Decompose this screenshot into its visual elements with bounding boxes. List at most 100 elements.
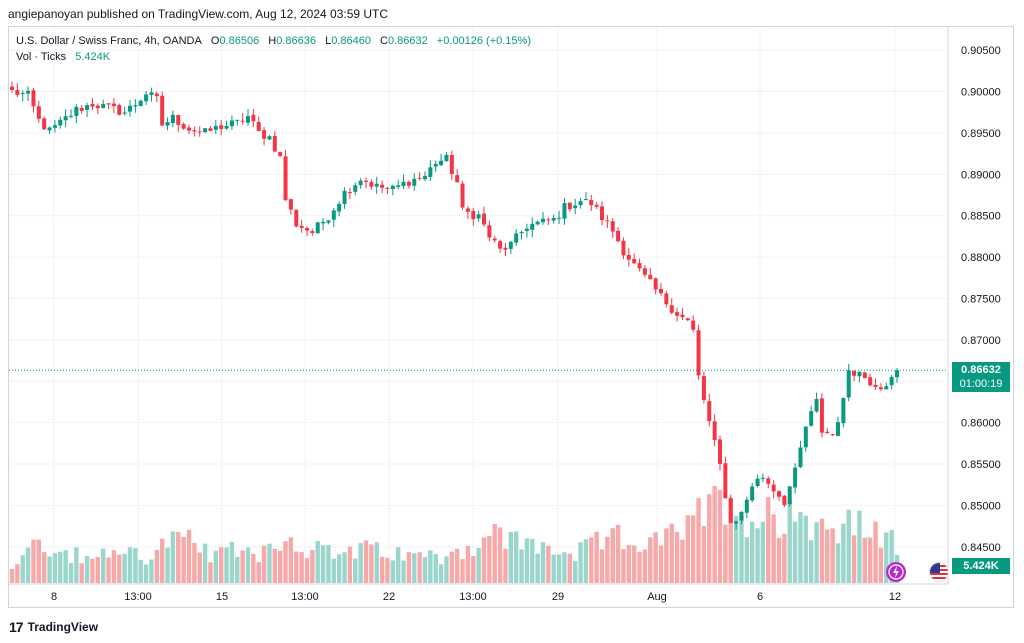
volume-bar — [52, 553, 58, 583]
volume-bar — [197, 552, 202, 583]
volume-bar — [723, 524, 728, 583]
volume-bar — [664, 528, 669, 583]
volume-bar — [406, 552, 412, 583]
last-price-value: 0.86632 — [961, 364, 1001, 377]
candle-body — [444, 154, 449, 162]
volume-bar — [873, 521, 878, 583]
volume-bar — [835, 543, 841, 583]
price-tick-label: 0.87000 — [961, 335, 1001, 347]
candle-body — [321, 221, 326, 224]
volume-bar — [336, 554, 342, 583]
candle-body — [482, 213, 486, 225]
last-price-badge: 0.86632 01:00:19 — [952, 362, 1010, 393]
candle-body — [423, 175, 427, 180]
candle-body — [498, 241, 503, 249]
candle-body — [337, 203, 342, 212]
price-tick-label: 0.87500 — [961, 293, 1001, 305]
volume-bar — [707, 494, 712, 583]
volume-bar — [535, 553, 540, 583]
volume-bar — [444, 556, 449, 583]
candle-body — [793, 467, 798, 488]
volume-bar — [433, 553, 438, 583]
candle-body — [160, 95, 165, 126]
candle-body — [787, 486, 792, 505]
candle-body — [578, 201, 583, 206]
candle-body — [857, 371, 862, 377]
legend-open-label: O — [210, 35, 220, 47]
candle-body — [240, 120, 245, 122]
volume-bar — [728, 497, 733, 583]
candle-body — [203, 128, 208, 133]
candle-body — [26, 90, 31, 94]
us-flag-icon[interactable] — [929, 562, 949, 582]
volume-bar — [471, 556, 476, 583]
candle-body — [712, 421, 717, 440]
candle-body — [691, 320, 696, 330]
candle-body — [889, 376, 894, 386]
volume-bar — [782, 533, 787, 583]
candle-body — [213, 126, 218, 130]
legend-close: 0.86632 — [387, 35, 428, 47]
volume-bar — [294, 551, 299, 583]
candle-body — [315, 222, 320, 234]
volume-bar — [117, 554, 122, 583]
volume-bar — [476, 548, 481, 583]
volume-bar — [240, 550, 245, 583]
volume-bar — [755, 528, 760, 583]
price-tick-label: 0.90500 — [961, 45, 1001, 57]
volume-bar — [481, 537, 487, 583]
candle-body — [428, 167, 433, 178]
candle-body — [299, 225, 304, 228]
volume-bar — [631, 545, 637, 583]
candle-body — [347, 192, 352, 194]
volume-bar — [261, 545, 267, 583]
volume-bar — [605, 536, 610, 583]
volume-bar — [133, 548, 138, 583]
candle-body — [519, 232, 524, 234]
price-tick-label: 0.84500 — [961, 542, 1001, 554]
candle-body — [680, 314, 685, 318]
volume-bar — [669, 523, 674, 583]
candle-body — [85, 105, 90, 110]
volume-bar — [615, 524, 621, 583]
candle-body — [685, 318, 690, 321]
candle-body — [557, 217, 562, 219]
volume-bar — [760, 521, 766, 583]
volume-bar — [90, 558, 95, 583]
candle-body — [546, 219, 551, 221]
volume-bar — [358, 543, 363, 583]
volume-bar — [556, 554, 562, 583]
volume-bar — [637, 551, 642, 583]
volume-bar — [310, 549, 315, 583]
candle-body — [106, 103, 111, 105]
candle-body — [562, 203, 567, 219]
time-tick-label: Aug — [647, 591, 667, 603]
candle-body — [52, 125, 57, 128]
candle-body — [669, 305, 674, 313]
volume-bar — [320, 545, 326, 583]
candle-body — [734, 521, 739, 524]
candle-body — [369, 182, 374, 187]
candle-body — [187, 127, 191, 131]
bar-countdown: 01:00:19 — [959, 378, 1003, 391]
legend-volume-row: Vol · Ticks 5.424K — [16, 49, 531, 65]
volume-bar — [626, 545, 632, 583]
volume-bar — [551, 554, 556, 583]
volume-bar — [326, 544, 331, 583]
candle-body — [707, 401, 712, 422]
volume-bar — [846, 509, 851, 583]
candle-body — [294, 209, 299, 227]
lightning-icon[interactable] — [886, 562, 906, 582]
candle-body — [101, 103, 106, 108]
volume-bar — [15, 564, 20, 583]
volume-bar — [422, 557, 428, 583]
volume-bar — [428, 550, 433, 583]
volume-bar — [594, 531, 599, 583]
volume-bar — [283, 541, 288, 583]
candle-body — [846, 370, 851, 398]
volume-bar — [878, 547, 884, 583]
volume-bar — [492, 523, 497, 583]
candle-body — [417, 177, 422, 179]
candle-body — [868, 377, 873, 386]
